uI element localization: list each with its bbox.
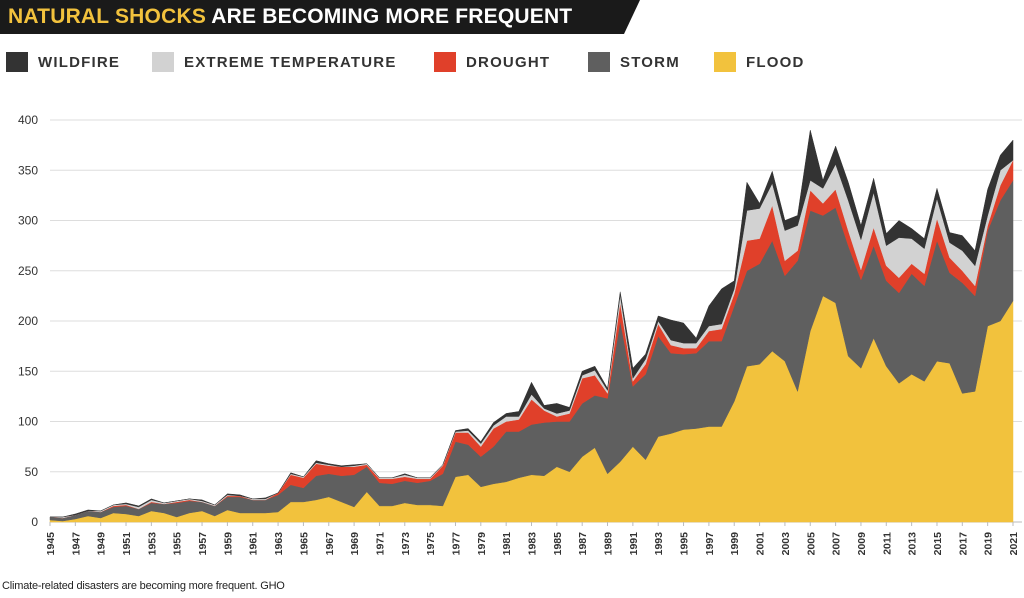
chart-title-rest: ARE BECOMING MORE FREQUENT bbox=[211, 5, 573, 28]
legend-label-drought: DROUGHT bbox=[466, 54, 551, 71]
y-axis: 0 50 100 150 200 250 300 350 400 bbox=[18, 113, 38, 529]
y-tick-label: 400 bbox=[18, 113, 38, 127]
title-banner-background bbox=[0, 0, 640, 34]
x-tick-label: 1997 bbox=[704, 532, 716, 556]
area-wildfire bbox=[49, 129, 1014, 518]
caption: Climate-related disasters are becoming m… bbox=[2, 580, 285, 592]
legend-label-storm: STORM bbox=[620, 54, 680, 71]
x-tick-label: 1991 bbox=[628, 532, 640, 556]
x-tick-label: 2009 bbox=[856, 532, 868, 556]
x-tick-label: 1961 bbox=[248, 532, 260, 556]
x-tick-label: 1995 bbox=[679, 532, 691, 556]
x-tick-label: 1983 bbox=[527, 532, 539, 556]
x-tick-label: 2017 bbox=[957, 532, 969, 556]
x-tick-label: 1957 bbox=[197, 532, 209, 556]
x-tick-label: 1977 bbox=[450, 532, 462, 556]
x-tick-label: 2003 bbox=[780, 532, 792, 556]
x-tick-label: 2005 bbox=[805, 532, 817, 556]
x-tick-label: 1981 bbox=[501, 532, 513, 556]
x-tick-label: 1975 bbox=[425, 532, 437, 556]
y-tick-label: 350 bbox=[18, 163, 38, 177]
stacked-area-chart: 0 50 100 150 200 250 300 350 400 1945 1947 1949 195… bbox=[18, 113, 1022, 555]
x-tick-label: 1965 bbox=[298, 532, 310, 556]
x-tick-label: 2013 bbox=[907, 532, 919, 556]
x-tick-label: 1971 bbox=[374, 532, 386, 556]
x-tick-label: 1979 bbox=[476, 532, 488, 556]
chart-title: NATURAL SHOCKS ARE BECOMING MORE FREQUEN… bbox=[8, 4, 572, 30]
x-tick-label: 1955 bbox=[172, 532, 184, 556]
y-tick-label: 200 bbox=[18, 314, 38, 328]
x-tick-label: 2011 bbox=[881, 532, 893, 555]
y-tick-label: 250 bbox=[18, 264, 38, 278]
legend-label-flood: FLOOD bbox=[746, 54, 805, 71]
title-banner: NATURAL SHOCKS ARE BECOMING MORE FREQUEN… bbox=[0, 0, 640, 34]
x-tick-label: 1987 bbox=[577, 532, 589, 556]
y-tick-label: 300 bbox=[18, 214, 38, 228]
y-tick-label: 0 bbox=[31, 515, 38, 529]
area-layer bbox=[49, 129, 1014, 523]
x-tick-label: 1969 bbox=[349, 532, 361, 556]
x-tick-label: 1953 bbox=[146, 532, 158, 556]
x-tick-label: 1973 bbox=[400, 532, 412, 556]
x-tick-label: 2015 bbox=[932, 532, 944, 556]
x-tick-label: 2001 bbox=[755, 532, 767, 556]
legend-swatch-storm bbox=[588, 52, 610, 72]
x-tick-label: 2007 bbox=[831, 532, 843, 556]
x-tick-label: 1999 bbox=[729, 532, 741, 556]
x-tick-label: 2019 bbox=[983, 532, 995, 556]
chart-title-highlight: NATURAL SHOCKS bbox=[8, 5, 207, 28]
x-tick-label: 1985 bbox=[552, 532, 564, 556]
y-tick-label: 150 bbox=[18, 364, 38, 378]
x-tick-label: 1967 bbox=[324, 532, 336, 556]
legend-swatch-wildfire bbox=[6, 52, 28, 72]
x-tick-label: 1993 bbox=[653, 532, 665, 556]
x-tick-label: 1963 bbox=[273, 532, 285, 556]
x-tick-label: 2021 bbox=[1008, 532, 1020, 556]
x-axis: 1945 1947 1949 1951 1953 1955 1957 1959 1961 1963… bbox=[45, 522, 1020, 555]
legend-swatch-flood bbox=[714, 52, 736, 72]
legend-label-wildfire: WILDFIRE bbox=[38, 54, 121, 71]
y-tick-label: 100 bbox=[18, 415, 38, 429]
x-tick-label: 1959 bbox=[222, 532, 234, 556]
x-tick-label: 1949 bbox=[96, 532, 108, 556]
y-tick-label: 50 bbox=[25, 465, 39, 479]
legend-swatch-drought bbox=[434, 52, 456, 72]
x-tick-label: 1989 bbox=[603, 532, 615, 556]
x-tick-label: 1947 bbox=[70, 532, 82, 556]
x-tick-label: 1945 bbox=[45, 532, 57, 556]
x-tick-label: 1951 bbox=[121, 532, 133, 556]
legend-swatch-extreme-temperature bbox=[152, 52, 174, 72]
legend-label-extreme-temperature: EXTREME TEMPERATURE bbox=[184, 54, 397, 71]
